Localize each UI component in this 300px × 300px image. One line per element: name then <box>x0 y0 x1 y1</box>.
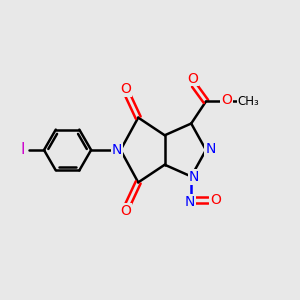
Text: O: O <box>187 72 198 86</box>
Text: O: O <box>120 204 131 218</box>
Text: N: N <box>184 194 195 208</box>
Text: O: O <box>120 82 131 96</box>
Text: N: N <box>112 143 122 157</box>
Text: O: O <box>210 193 221 207</box>
Text: N: N <box>188 170 199 184</box>
Text: CH₃: CH₃ <box>237 95 259 108</box>
Text: O: O <box>221 93 232 107</box>
Text: N: N <box>205 142 215 155</box>
Text: I: I <box>21 142 25 158</box>
